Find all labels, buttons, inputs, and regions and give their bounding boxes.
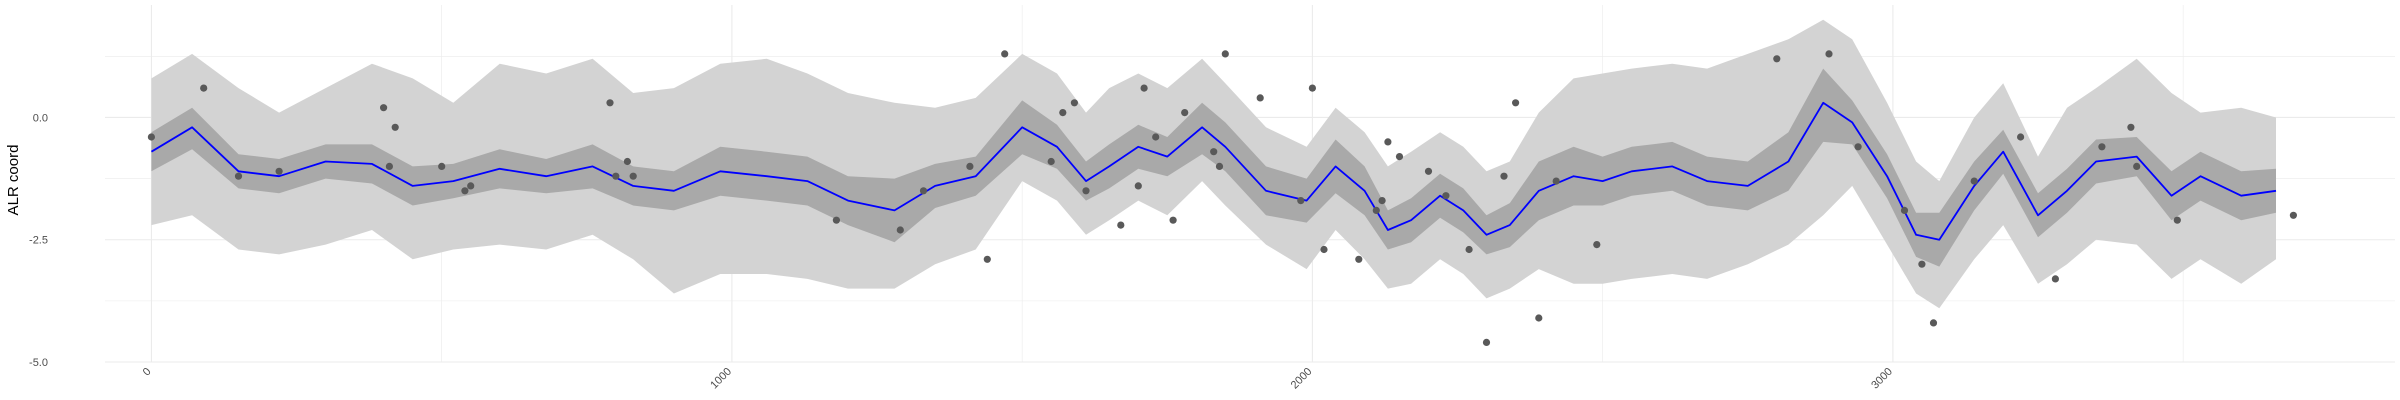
fit-line — [150, 101, 2277, 241]
x-axis-ticks: 0 1000 2000 3000 — [141, 366, 1895, 392]
data-point — [1773, 55, 1781, 63]
data-point — [1059, 109, 1067, 117]
data-point — [1465, 245, 1473, 254]
data-point — [629, 172, 637, 180]
data-point — [1442, 192, 1450, 200]
data-point — [2173, 216, 2181, 224]
data-point — [391, 123, 399, 131]
data-point — [1134, 182, 1142, 190]
data-point — [438, 162, 446, 170]
data-point — [2098, 143, 2106, 151]
data-point — [1355, 255, 1363, 263]
data-point — [1169, 216, 1177, 224]
data-point — [623, 157, 632, 166]
data-point — [1001, 50, 1009, 58]
x-tick-label: 2000 — [1289, 366, 1315, 392]
data-point — [612, 172, 620, 180]
data-point — [1929, 319, 1938, 327]
data-point — [1482, 338, 1491, 346]
data-point — [1320, 245, 1328, 254]
data-point — [1500, 172, 1508, 180]
data-point — [1152, 133, 1160, 141]
data-point — [1970, 177, 1978, 185]
x-tick-label: 3000 — [1869, 366, 1895, 392]
confidence-bands — [151, 19, 2277, 309]
data-point — [1535, 314, 1543, 322]
fit-line-layer — [150, 101, 2277, 241]
data-point — [1825, 50, 1833, 58]
data-point — [1552, 177, 1560, 185]
y-axis-label: ALR coord — [5, 145, 22, 216]
inner-confidence-band — [151, 68, 2277, 267]
data-point — [147, 133, 155, 141]
data-point — [1854, 143, 1862, 151]
data-point — [1140, 84, 1148, 92]
data-point — [832, 216, 841, 224]
data-point — [2133, 162, 2141, 170]
data-point — [606, 99, 614, 107]
x-tick-label: 1000 — [708, 366, 734, 392]
data-point — [275, 167, 283, 175]
data-point — [1384, 138, 1392, 146]
y-tick-label: 0.0 — [33, 112, 48, 124]
data-point — [2051, 275, 2059, 283]
data-point — [1210, 148, 1218, 156]
data-point — [1593, 241, 1601, 249]
outer-confidence-band — [151, 19, 2277, 309]
data-points — [147, 50, 2297, 346]
data-point — [1512, 99, 1520, 107]
data-point — [1256, 94, 1264, 102]
data-point — [467, 182, 475, 190]
data-point — [1900, 206, 1909, 214]
data-point — [1047, 157, 1055, 166]
data-point — [1372, 206, 1380, 214]
data-point — [2127, 123, 2135, 131]
y-axis-ticks: 0.0 -2.5 -5.0 — [29, 112, 48, 369]
data-point — [1181, 109, 1189, 117]
data-point — [1395, 153, 1404, 161]
data-point — [966, 162, 974, 170]
data-point — [380, 104, 388, 112]
data-point — [2017, 133, 2025, 141]
y-tick-label: -5.0 — [29, 357, 48, 369]
data-point — [1215, 162, 1224, 170]
data-point — [1378, 197, 1386, 205]
data-point — [1297, 197, 1305, 205]
data-point — [1221, 50, 1229, 58]
data-point — [461, 187, 469, 195]
data-point — [234, 172, 243, 180]
data-point — [919, 187, 928, 195]
data-point — [385, 162, 393, 170]
data-point — [1424, 167, 1433, 175]
x-tick-label: 0 — [141, 366, 154, 379]
data-point — [2289, 211, 2297, 219]
data-point — [1117, 221, 1125, 229]
data-point — [200, 84, 208, 92]
data-point — [1918, 260, 1926, 268]
data-point — [896, 226, 904, 234]
y-tick-label: -2.5 — [29, 235, 48, 247]
data-point — [1070, 99, 1078, 107]
data-point — [983, 255, 991, 263]
data-point — [1082, 187, 1090, 195]
data-point — [1308, 84, 1316, 92]
